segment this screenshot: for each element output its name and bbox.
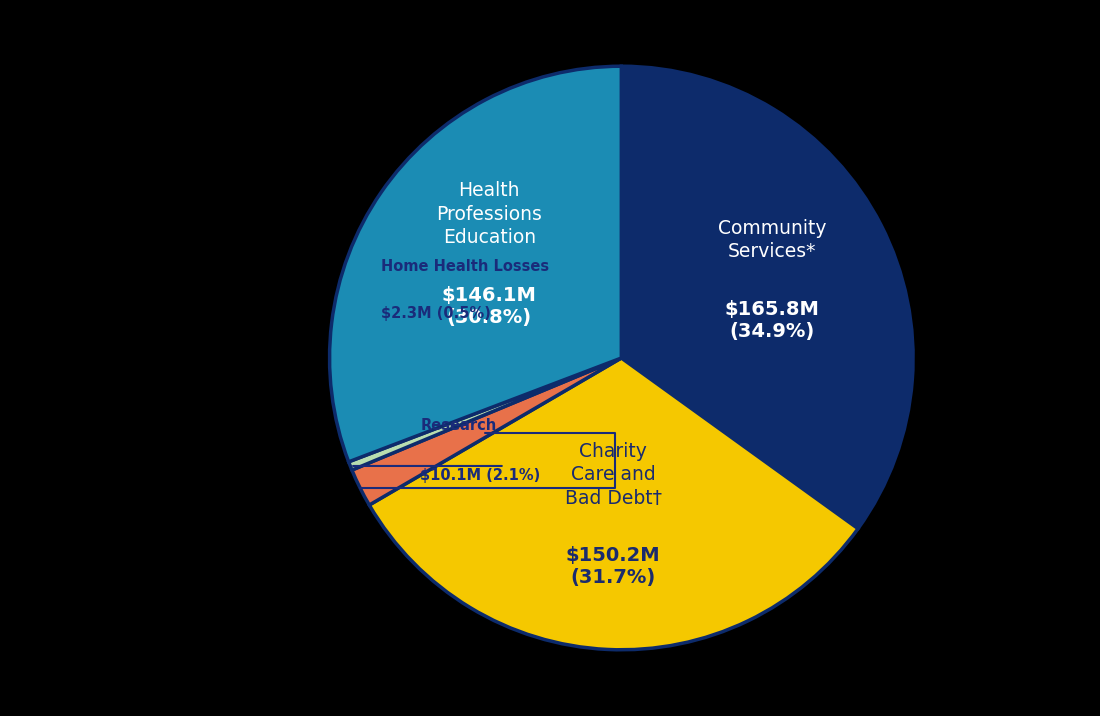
Text: $165.8M
(34.9%): $165.8M (34.9%) [725,300,820,342]
Wedge shape [330,66,622,462]
Text: Research: Research [420,417,496,432]
Wedge shape [349,358,622,470]
Wedge shape [621,66,913,528]
Text: $146.1M
(30.8%): $146.1M (30.8%) [442,286,537,327]
Text: Community
Services*: Community Services* [717,219,826,261]
Text: Health
Professions
Education: Health Professions Education [437,181,542,248]
Wedge shape [370,358,858,650]
Wedge shape [352,358,622,505]
Text: Home Health Losses: Home Health Losses [382,258,550,274]
Text: $10.1M (2.1%): $10.1M (2.1%) [420,468,540,483]
Text: Charity
Care and
Bad Debt†: Charity Care and Bad Debt† [564,442,661,508]
Text: $2.3M (0.5%): $2.3M (0.5%) [382,306,492,321]
Text: $150.2M
(31.7%): $150.2M (31.7%) [565,546,660,588]
